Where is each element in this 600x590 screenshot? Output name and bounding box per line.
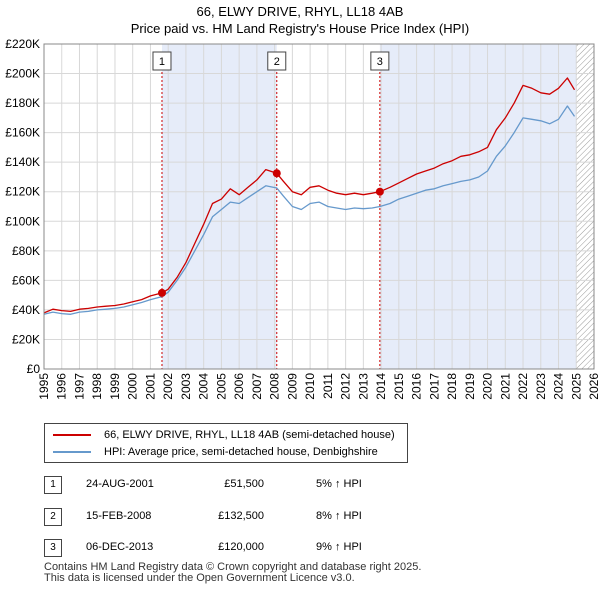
sale-date: 24-AUG-2001 bbox=[86, 478, 154, 490]
x-tick-label: 2026 bbox=[587, 373, 600, 400]
x-tick-label: 2001 bbox=[143, 373, 157, 400]
chart-title: 66, ELWY DRIVE, RHYL, LL18 4AB bbox=[196, 4, 404, 19]
chart-subtitle: Price paid vs. HM Land Registry's House … bbox=[130, 21, 470, 36]
annotation-label: 1 bbox=[159, 56, 165, 68]
sale-badge: 2 bbox=[44, 508, 62, 526]
y-tick-label: £200K bbox=[5, 67, 40, 81]
footer-licence: This data is licensed under the Open Gov… bbox=[44, 572, 355, 584]
y-tick-label: £40K bbox=[12, 303, 40, 317]
sale-date: 15-FEB-2008 bbox=[86, 510, 152, 522]
x-tick-label: 2010 bbox=[303, 373, 317, 400]
chart-legend: 66, ELWY DRIVE, RHYL, LL18 4AB (semi-det… bbox=[44, 423, 408, 463]
y-tick-label: £160K bbox=[5, 126, 40, 140]
sale-hpi-change: 9% ↑ HPI bbox=[316, 541, 362, 553]
x-tick-label: 2003 bbox=[179, 373, 193, 400]
x-tick-label: 2020 bbox=[481, 373, 495, 400]
sale-date: 06-DEC-2013 bbox=[86, 541, 154, 553]
x-tick-label: 1995 bbox=[37, 373, 51, 400]
x-tick-label: 2024 bbox=[552, 373, 566, 400]
y-tick-label: £100K bbox=[5, 214, 40, 228]
y-tick-label: £220K bbox=[5, 37, 40, 51]
x-tick-label: 2019 bbox=[463, 373, 477, 400]
x-tick-label: 2004 bbox=[197, 373, 211, 400]
sale-point bbox=[157, 288, 166, 297]
x-tick-label: 2016 bbox=[410, 373, 424, 400]
sale-point bbox=[375, 187, 384, 196]
y-tick-label: £180K bbox=[5, 96, 40, 110]
x-tick-label: 2017 bbox=[427, 373, 441, 400]
x-tick-label: 2008 bbox=[268, 373, 282, 400]
future-hatch bbox=[576, 44, 594, 369]
shaded-period bbox=[379, 44, 577, 369]
annotation-box bbox=[152, 51, 172, 71]
sale-point bbox=[272, 169, 281, 178]
legend-item-property: 66, ELWY DRIVE, RHYL, LL18 4AB (semi-det… bbox=[53, 427, 395, 443]
legend-label-property: 66, ELWY DRIVE, RHYL, LL18 4AB (semi-det… bbox=[104, 429, 395, 441]
annotation-box bbox=[267, 51, 287, 71]
sale-badge: 3 bbox=[44, 539, 62, 557]
x-tick-label: 2023 bbox=[534, 373, 548, 400]
x-tick-label: 2013 bbox=[356, 373, 370, 400]
plot-border bbox=[43, 43, 595, 370]
x-tick-label: 2011 bbox=[321, 373, 335, 399]
x-tick-label: 2002 bbox=[161, 373, 175, 400]
x-tick-label: 1999 bbox=[108, 373, 122, 400]
x-tick-label: 2018 bbox=[445, 373, 459, 400]
series-line-hpi bbox=[43, 105, 576, 315]
sale-price: £120,000 bbox=[218, 541, 264, 553]
x-tick-label: 2006 bbox=[232, 373, 246, 400]
x-tick-label: 2021 bbox=[498, 373, 512, 400]
y-tick-label: £0 bbox=[27, 362, 41, 376]
price-chart: £0 £20K £40K £60K £80K £100K £120K £140K £160K £1… bbox=[5, 37, 600, 400]
shaded-period bbox=[161, 44, 277, 369]
x-tick-label: 2009 bbox=[285, 373, 299, 400]
y-tick-label: £20K bbox=[12, 332, 40, 346]
legend-label-hpi: HPI: Average price, semi-detached house,… bbox=[104, 446, 378, 458]
sale-price: £51,500 bbox=[224, 478, 264, 490]
x-tick-label: 2015 bbox=[392, 373, 406, 400]
x-tick-label: 2025 bbox=[569, 373, 583, 400]
legend-swatch-hpi bbox=[53, 451, 91, 453]
footer-copyright: Contains HM Land Registry data © Crown c… bbox=[44, 561, 422, 573]
annotation-label: 3 bbox=[377, 56, 383, 68]
legend-item-hpi: HPI: Average price, semi-detached house,… bbox=[53, 444, 378, 460]
annotation-label: 2 bbox=[274, 56, 280, 68]
x-tick-label: 1996 bbox=[55, 373, 69, 400]
sale-hpi-change: 5% ↑ HPI bbox=[316, 478, 362, 490]
x-tick-label: 1998 bbox=[90, 373, 104, 400]
sale-hpi-change: 8% ↑ HPI bbox=[316, 510, 362, 522]
annotation-box bbox=[370, 51, 390, 71]
y-tick-label: £120K bbox=[5, 185, 40, 199]
y-tick-label: £80K bbox=[12, 244, 40, 258]
x-tick-label: 2022 bbox=[516, 373, 530, 400]
y-tick-label: £140K bbox=[5, 155, 40, 169]
x-tick-label: 2012 bbox=[339, 373, 353, 400]
x-tick-label: 1997 bbox=[72, 373, 86, 400]
series-line-property bbox=[43, 77, 576, 314]
sale-badge: 1 bbox=[44, 476, 62, 494]
legend-swatch-property bbox=[53, 434, 91, 436]
x-tick-label: 2007 bbox=[250, 373, 264, 400]
sale-price: £132,500 bbox=[218, 510, 264, 522]
x-tick-label: 2000 bbox=[126, 373, 140, 400]
x-tick-label: 2005 bbox=[214, 373, 228, 400]
y-tick-label: £60K bbox=[12, 273, 40, 287]
x-tick-label: 2014 bbox=[374, 373, 388, 400]
